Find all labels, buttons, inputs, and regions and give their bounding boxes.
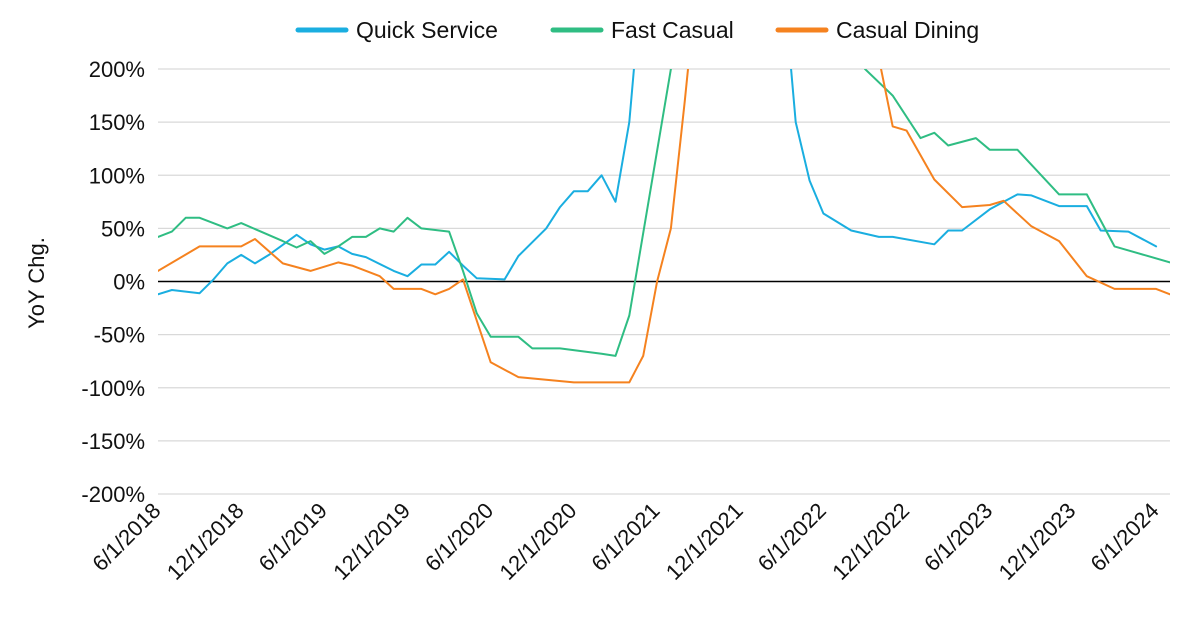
x-tick-label: 6/1/2022 bbox=[753, 498, 831, 576]
y-tick-label: 0% bbox=[113, 270, 145, 295]
y-tick-label: 150% bbox=[89, 110, 145, 135]
legend: Quick Service Fast Casual Casual Dining bbox=[295, 17, 979, 43]
y-tick-label: 100% bbox=[89, 163, 145, 188]
gridlines bbox=[158, 68, 1170, 495]
x-tick-label: 6/1/2020 bbox=[420, 498, 498, 576]
x-tick-label: 6/1/2024 bbox=[1085, 498, 1163, 576]
x-tick-label: 12/1/2018 bbox=[162, 498, 249, 585]
series-line-fast-casual bbox=[158, 69, 1170, 357]
y-tick-label: -200% bbox=[81, 482, 145, 507]
y-tick-label: -100% bbox=[81, 376, 145, 401]
y-tick-label: 200% bbox=[89, 57, 145, 82]
x-tick-label: 12/1/2023 bbox=[994, 498, 1081, 585]
y-axis-tick-labels: 200% 150% 100% 50% 0% -50% -100% -150% -200% bbox=[81, 57, 145, 507]
x-tick-label: 12/1/2022 bbox=[827, 498, 914, 585]
series-line-casual-dining bbox=[158, 69, 1170, 384]
y-tick-label: -50% bbox=[94, 323, 145, 348]
legend-label-casual-dining: Casual Dining bbox=[836, 17, 979, 43]
x-tick-label: 6/1/2021 bbox=[586, 498, 664, 576]
y-tick-label: -150% bbox=[81, 429, 145, 454]
legend-label-fast-casual: Fast Casual bbox=[611, 17, 734, 43]
x-tick-label: 12/1/2019 bbox=[328, 498, 415, 585]
y-tick-label: 50% bbox=[101, 216, 145, 241]
x-tick-label: 6/1/2023 bbox=[919, 498, 997, 576]
series-line-quick-service bbox=[158, 69, 1158, 296]
y-axis-title: YoY Chg. bbox=[24, 237, 49, 329]
x-tick-label: 6/1/2018 bbox=[87, 498, 165, 576]
x-tick-label: 12/1/2021 bbox=[661, 498, 748, 585]
x-tick-label: 12/1/2020 bbox=[495, 498, 582, 585]
x-tick-label: 6/1/2019 bbox=[254, 498, 332, 576]
series-lines bbox=[158, 69, 1170, 384]
legend-label-quick-service: Quick Service bbox=[356, 17, 498, 43]
